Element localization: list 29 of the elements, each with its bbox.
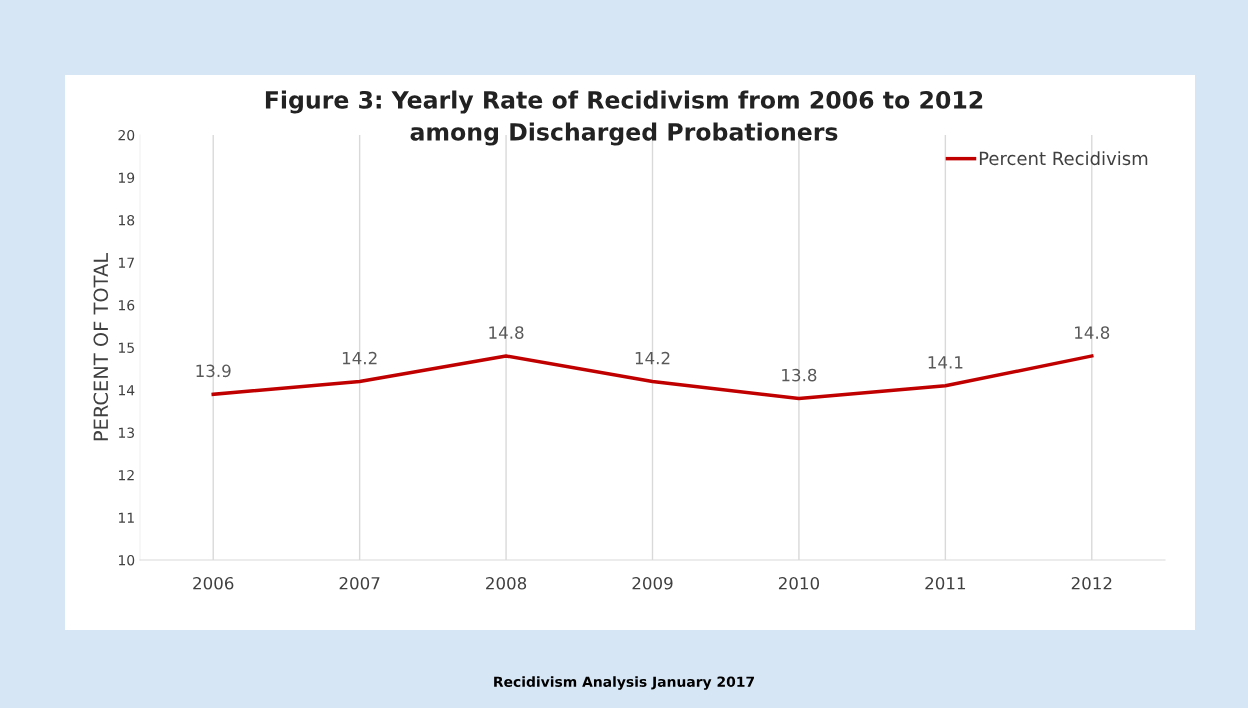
y-tick-label: 12	[118, 469, 134, 481]
x-tick-label: 2006	[193, 576, 234, 590]
y-tick-label: 13	[118, 427, 135, 438]
legend-label: Percent Recidivism	[979, 151, 1148, 166]
x-tick-label: 2009	[632, 576, 673, 590]
data-label: 14.8	[1075, 326, 1110, 339]
data-label: 13.8	[782, 368, 817, 382]
y-tick-label: 17	[118, 257, 134, 268]
x-tick-label: 2011	[925, 576, 966, 590]
y-tick-label: 15	[118, 342, 134, 353]
y-tick-label: 16	[118, 299, 135, 311]
data-label: 14.2	[635, 351, 670, 365]
x-tick-label: 2007	[339, 576, 380, 590]
y-tick-label: 10	[118, 554, 135, 566]
data-label: 14.1	[928, 356, 963, 369]
y-tick-label: 18	[118, 214, 135, 226]
y-tick-label: 20	[118, 129, 135, 141]
y-tick-label: 19	[118, 172, 135, 183]
y-tick-label: 11	[118, 512, 134, 523]
y-tick-label: 14	[118, 385, 135, 396]
x-tick-label: 2008	[486, 576, 527, 590]
data-label: 13.9	[196, 364, 231, 378]
text: Recidivism Analysis January 2017	[494, 676, 755, 690]
data-label: 14.2	[342, 351, 377, 365]
chart-title: Figure 3: Yearly Rate of Recidivism from 2006 to 2012 among Discharged Probationers	[265, 90, 983, 146]
x-tick-label: 2010	[778, 576, 820, 590]
x-tick-label: 2012	[1071, 576, 1112, 590]
data-label: 14.8	[489, 326, 524, 339]
y-axis-title: PERCENT OF TOTAL	[93, 252, 109, 441]
